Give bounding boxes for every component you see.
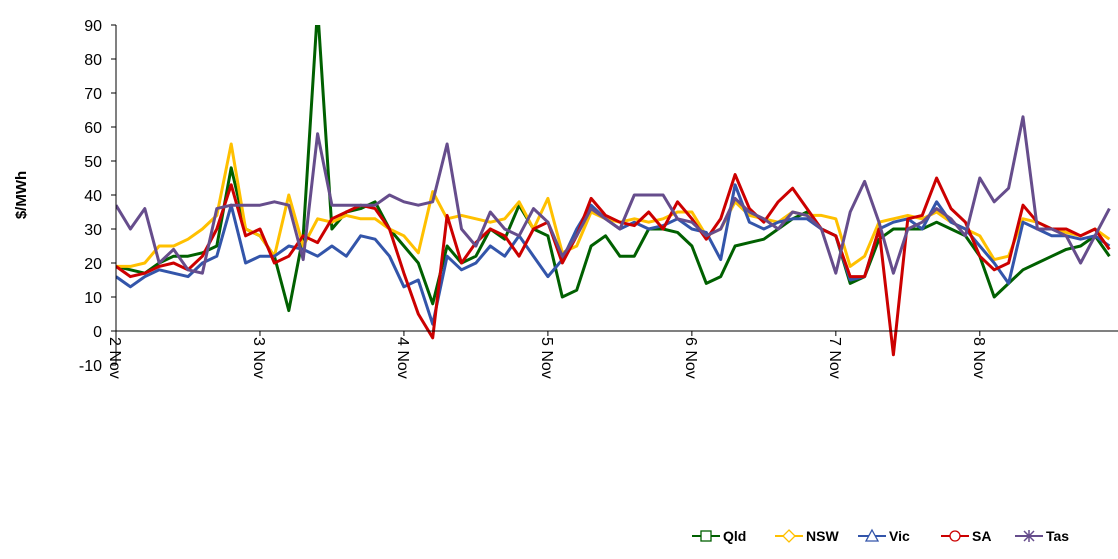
y-tick-label: 40 bbox=[84, 188, 102, 205]
y-tick-label: 60 bbox=[84, 120, 102, 137]
legend-marker bbox=[700, 530, 712, 542]
legend-label: Tas bbox=[1046, 528, 1069, 544]
plot-area bbox=[116, 25, 1111, 357]
y-tick-label: 70 bbox=[84, 86, 102, 103]
legend: Qld NSW Vic SA Tas bbox=[692, 528, 1069, 544]
x-tick-label: 5 Nov bbox=[538, 337, 555, 379]
y-tick-label: 30 bbox=[84, 222, 102, 239]
series-line bbox=[116, 115, 1111, 275]
x-tick-label: 8 Nov bbox=[970, 337, 987, 379]
y-tick-label: 90 bbox=[84, 18, 102, 35]
legend-marker bbox=[782, 529, 796, 543]
x-tick-label: 4 Nov bbox=[394, 337, 411, 379]
y-tick-label: 80 bbox=[84, 52, 102, 69]
legend-marker bbox=[1023, 530, 1035, 542]
y-tick-label: 0 bbox=[93, 324, 102, 341]
legend-label: Vic bbox=[889, 528, 910, 544]
y-axis-label: $/MWh bbox=[13, 171, 30, 219]
series-line bbox=[116, 142, 1111, 268]
x-tick-label: 7 Nov bbox=[826, 337, 843, 379]
legend-marker bbox=[949, 530, 961, 542]
y-tick-label: 20 bbox=[84, 256, 102, 273]
y-tick-label: 10 bbox=[84, 290, 102, 307]
x-tick-label: 3 Nov bbox=[250, 337, 267, 379]
legend-label: SA bbox=[972, 528, 991, 544]
y-tick-label: 50 bbox=[84, 154, 102, 171]
legend-marker bbox=[864, 528, 880, 542]
y-tick-label: -10 bbox=[79, 358, 102, 375]
x-tick-label: 6 Nov bbox=[682, 337, 699, 379]
series-line bbox=[116, 25, 1111, 313]
legend-label: Qld bbox=[723, 528, 746, 544]
legend-label: NSW bbox=[806, 528, 839, 544]
series-line bbox=[116, 183, 1111, 326]
x-tick-label: 2 Nov bbox=[106, 337, 123, 379]
series-line bbox=[116, 173, 1111, 357]
